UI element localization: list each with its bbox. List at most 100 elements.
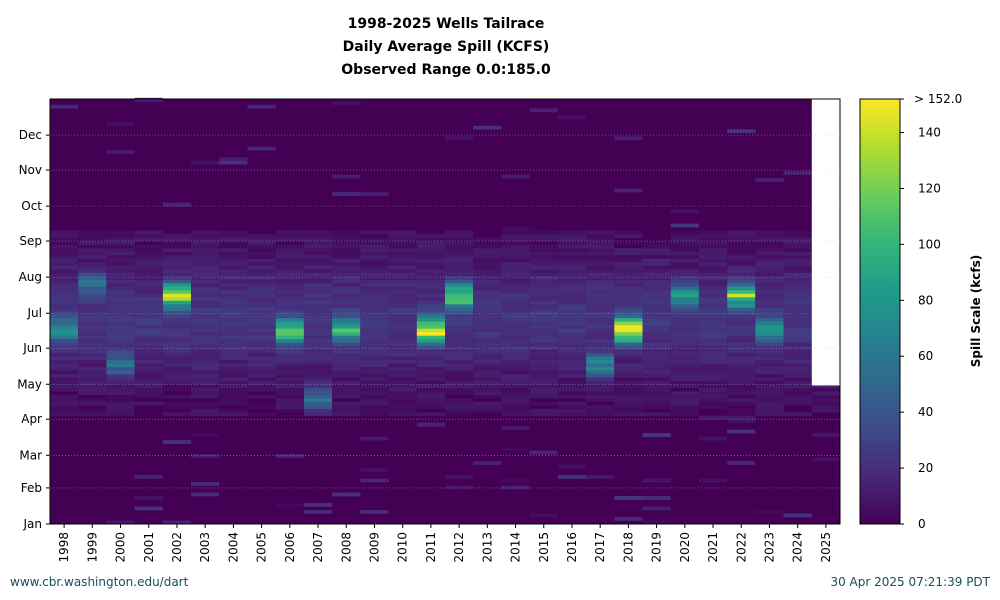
plot-border <box>49 98 841 525</box>
heatmap-cell <box>614 401 643 406</box>
heatmap-cell <box>473 286 502 291</box>
heatmap-cell <box>78 296 107 301</box>
heatmap-cell <box>529 328 558 333</box>
heatmap-cell <box>698 244 728 249</box>
heatmap-cell <box>247 300 276 305</box>
heatmap-cell <box>106 363 135 368</box>
heatmap-cell <box>670 338 699 343</box>
colorbar-top-label: > 152.0 <box>914 92 962 106</box>
heatmap-cell <box>162 405 192 410</box>
heatmap-cell <box>247 373 276 378</box>
heatmap-cell <box>219 352 248 357</box>
heatmap-cell <box>78 286 107 291</box>
heatmap-cell <box>191 310 220 315</box>
heatmap-cell <box>614 380 643 385</box>
colorbar-scale <box>859 98 901 525</box>
heatmap-cell <box>247 282 276 287</box>
heatmap-cell <box>473 370 502 375</box>
heatmap-cell <box>78 265 107 270</box>
heatmap-cell <box>191 275 220 280</box>
heatmap-cell <box>50 352 79 357</box>
heatmap-cell <box>473 324 502 329</box>
heatmap-cell <box>529 513 558 518</box>
heatmap-cell <box>78 331 107 336</box>
heatmap-cell <box>811 401 840 406</box>
heatmap-cell <box>78 248 107 252</box>
heatmap-cell <box>162 237 192 242</box>
heatmap-cell <box>529 265 558 270</box>
heatmap-cell <box>529 289 558 294</box>
heatmap-cell <box>78 387 107 392</box>
heatmap-cell <box>529 366 558 371</box>
heatmap-cell <box>670 398 699 403</box>
heatmap-cell <box>586 475 615 479</box>
heatmap-cell <box>332 265 361 270</box>
heatmap-cell <box>50 293 79 298</box>
heatmap-cell <box>698 248 728 252</box>
heatmap-cell <box>586 345 615 350</box>
heatmap-cell <box>191 300 220 305</box>
heatmap-cell <box>445 398 474 403</box>
heatmap-cell <box>670 209 699 214</box>
heatmap-cell <box>755 394 784 399</box>
heatmap-cell <box>360 307 389 312</box>
heatmap-cell <box>360 300 389 305</box>
heatmap-cell <box>162 384 192 389</box>
footer-source-link[interactable]: www.cbr.washington.edu/dart <box>10 575 189 589</box>
heatmap-cell <box>106 272 135 277</box>
heatmap-column-2016 <box>557 115 587 479</box>
heatmap-cell <box>303 234 333 238</box>
heatmap-cell <box>755 296 784 301</box>
heatmap-cell <box>191 248 220 252</box>
heatmap-cell <box>614 373 643 378</box>
heatmap-cell <box>698 303 728 308</box>
heatmap-cell <box>303 380 333 385</box>
heatmap-cell <box>727 282 756 287</box>
heatmap-cell <box>332 317 361 322</box>
heatmap-cell <box>78 335 107 340</box>
heatmap-column-2003 <box>191 160 220 497</box>
heatmap-cell <box>473 349 502 354</box>
heatmap-cell <box>162 303 192 308</box>
heatmap-cell <box>727 279 756 284</box>
heatmap-cell <box>388 377 417 382</box>
heatmap-cell <box>783 401 812 406</box>
heatmap-cell <box>50 405 79 410</box>
heatmap-cell <box>275 352 304 357</box>
heatmap-cell <box>473 380 502 385</box>
heatmap-cell <box>332 328 361 333</box>
heatmap-cell <box>670 286 699 291</box>
heatmap-column-2019 <box>642 241 671 525</box>
heatmap-cell <box>134 506 163 511</box>
heatmap-cell <box>50 234 79 238</box>
heatmap-cell <box>783 359 812 364</box>
heatmap-cell <box>698 265 728 270</box>
heatmap-cell <box>78 269 107 273</box>
heatmap-cell <box>247 405 276 410</box>
heatmap-cell <box>614 230 643 235</box>
heatmap-cell <box>783 275 812 280</box>
heatmap-cell <box>755 391 784 396</box>
heatmap-cell <box>303 237 333 242</box>
heatmap-column-2025 <box>811 384 840 462</box>
heatmap-cell <box>303 405 333 410</box>
heatmap-cell <box>614 394 643 399</box>
heatmap-cell <box>275 279 304 284</box>
heatmap-cell <box>473 241 502 245</box>
heatmap-cell <box>332 289 361 294</box>
heatmap-cell <box>191 377 220 382</box>
heatmap-cell <box>501 234 530 238</box>
heatmap-cell <box>811 394 840 399</box>
heatmap-cell <box>727 419 756 423</box>
heatmap-cell <box>783 234 812 238</box>
heatmap-cell <box>529 248 558 252</box>
heatmap-cell <box>360 478 389 483</box>
heatmap-cell <box>529 293 558 298</box>
heatmap-column-2022 <box>727 129 756 465</box>
heatmap-cell <box>388 289 417 294</box>
heatmap-cell <box>106 394 135 399</box>
heatmap-cell <box>670 324 699 329</box>
heatmap-cell <box>162 377 192 382</box>
heatmap-cell <box>360 279 389 284</box>
heatmap-cell <box>642 248 671 252</box>
